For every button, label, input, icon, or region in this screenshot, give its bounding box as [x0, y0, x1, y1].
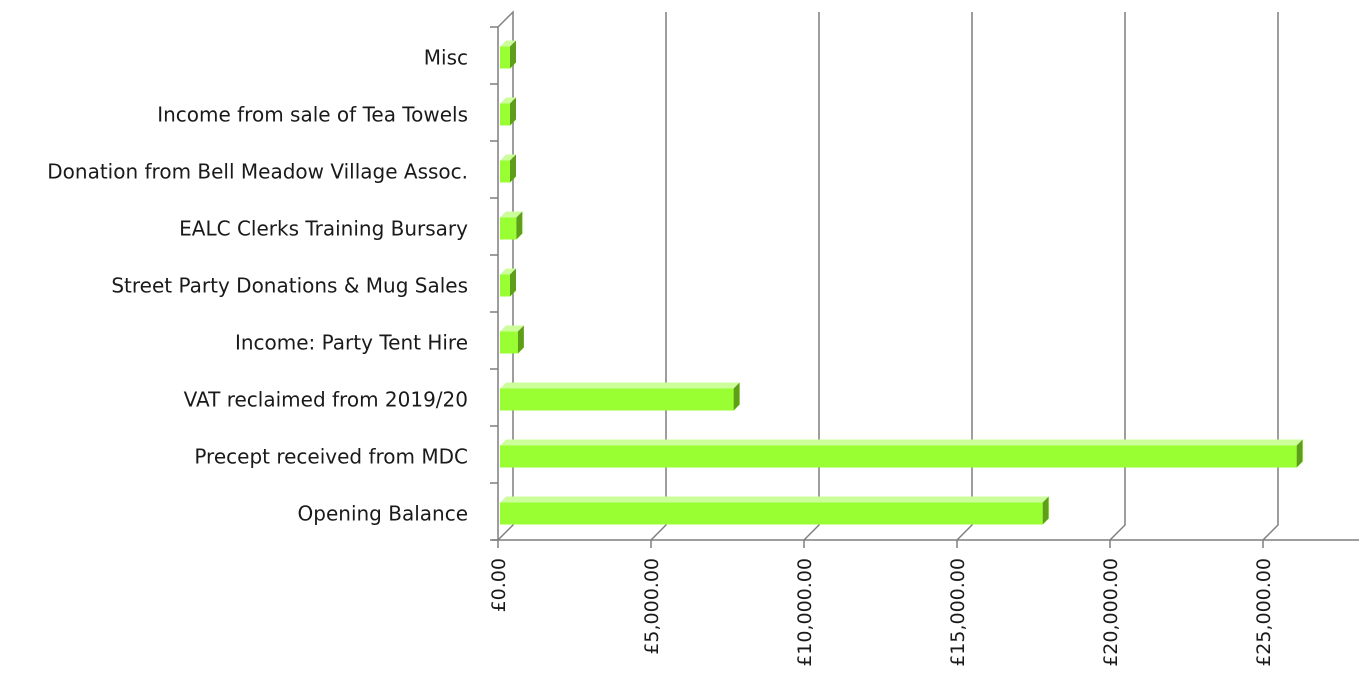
gridline	[1262, 12, 1279, 541]
bar-front-face	[500, 331, 518, 354]
bar	[500, 496, 1049, 525]
x-tick-label: £15,000.00	[947, 558, 969, 667]
bar-front-face	[500, 445, 1297, 468]
category-labels: Misc Income from sale of Tea Towels Donati…	[47, 46, 468, 526]
bar-top-face	[500, 211, 523, 218]
bars	[500, 40, 1303, 525]
bar-side-face	[1296, 439, 1303, 468]
x-tick-label: £5,000.00	[641, 558, 663, 655]
category-label: VAT reclaimed from 2019/20	[184, 388, 468, 412]
bar-top-face	[500, 40, 516, 47]
category-label: EALC Clerks Training Bursary	[179, 217, 468, 241]
category-label: Precept received from MDC	[194, 445, 468, 469]
bar-side-face	[510, 40, 516, 69]
bar-front-face	[500, 274, 510, 297]
bar-side-face	[510, 268, 516, 297]
bar	[500, 439, 1303, 468]
bar	[500, 154, 516, 183]
gridline	[1109, 12, 1126, 541]
bar-top-face	[500, 382, 740, 389]
bar-top-face	[500, 154, 516, 161]
category-label: Income from sale of Tea Towels	[157, 103, 468, 127]
bar	[500, 211, 523, 240]
bar-side-face	[516, 211, 523, 240]
gridline	[956, 12, 973, 541]
category-label: Income: Party Tent Hire	[235, 331, 468, 355]
axes	[490, 10, 1359, 548]
bar-side-face	[510, 97, 516, 126]
bar-side-face	[517, 325, 524, 354]
bar-top-face	[500, 268, 516, 275]
category-label: Donation from Bell Meadow Village Assoc.	[47, 160, 468, 184]
bar	[500, 382, 740, 411]
x-tick-labels: £0.00 £5,000.00 £10,000.00 £15,000.00 £20,00…	[488, 558, 1275, 667]
bar	[500, 40, 516, 69]
bar-front-face	[500, 502, 1043, 525]
bar-front-face	[500, 388, 734, 411]
category-label: Street Party Donations & Mug Sales	[111, 274, 468, 298]
x-tick-label: £0.00	[488, 558, 510, 612]
category-label: Opening Balance	[298, 502, 468, 526]
bar-top-face	[500, 325, 524, 332]
bar	[500, 325, 524, 354]
bar-top-face	[500, 439, 1303, 446]
x-tick-label: £25,000.00	[1253, 558, 1275, 667]
bar-front-face	[500, 217, 517, 240]
gridlines	[650, 12, 1279, 541]
bar-side-face	[1042, 496, 1049, 525]
x-tick-label: £10,000.00	[794, 558, 816, 667]
x-tick-label: £20,000.00	[1100, 558, 1122, 667]
category-label: Misc	[424, 46, 468, 70]
bar-front-face	[500, 160, 510, 183]
bar-side-face	[733, 382, 740, 411]
bar-top-face	[500, 97, 516, 104]
bar-front-face	[500, 103, 510, 126]
bar-top-face	[500, 496, 1049, 503]
bar-front-face	[500, 46, 510, 69]
gridline	[803, 12, 820, 541]
gridline	[650, 12, 667, 541]
bar-side-face	[510, 154, 516, 183]
bar	[500, 97, 516, 126]
bar	[500, 268, 516, 297]
